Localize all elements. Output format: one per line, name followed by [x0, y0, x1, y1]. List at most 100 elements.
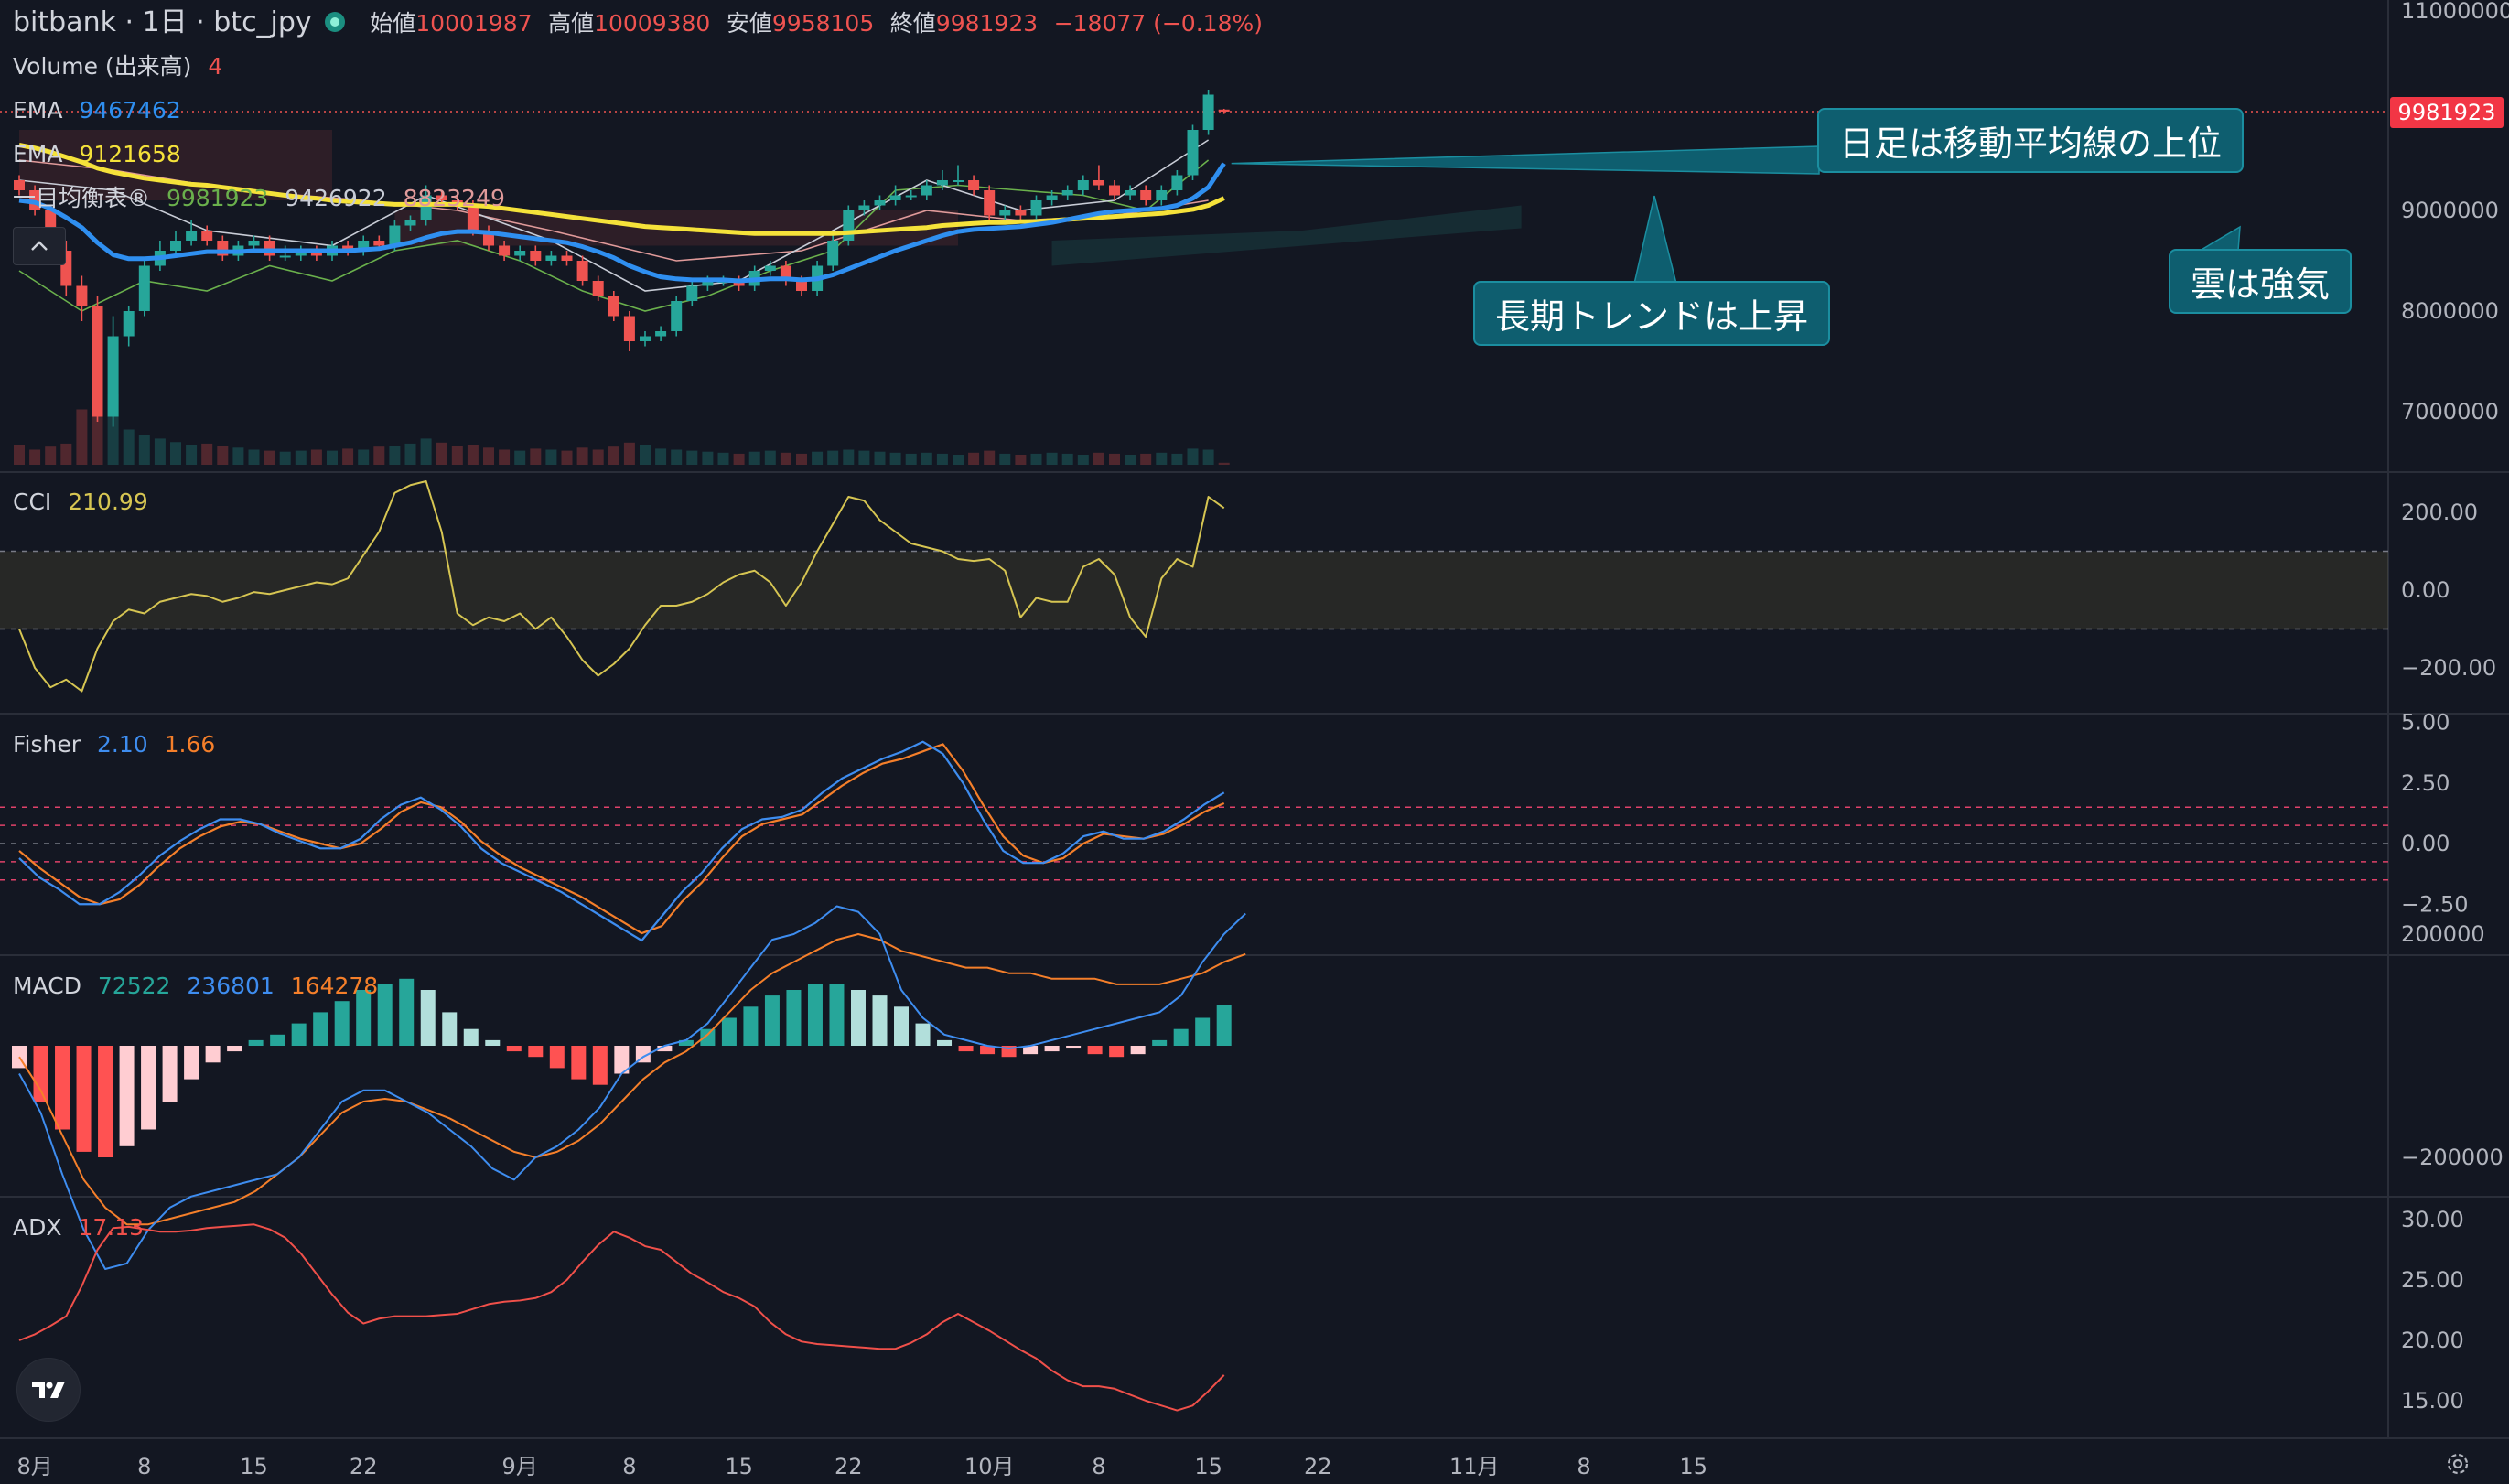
ichimoku-cloud [18, 130, 1522, 312]
callout-long-trend[interactable]: 長期トレンドは上昇 [1473, 281, 1831, 346]
volume-bar [467, 445, 479, 465]
macd-histogram-bar [1023, 1046, 1039, 1055]
legend-ema-fast[interactable]: EMA 9467462 [13, 97, 181, 124]
macd-histogram-bar [1152, 1039, 1168, 1046]
fisher-tick-label: 5.00 [2401, 710, 2450, 736]
macd-histogram-bar [485, 1039, 501, 1046]
volume-bar [640, 445, 651, 465]
candle-body [1015, 210, 1027, 216]
fisher-pane[interactable] [0, 740, 2388, 942]
volume-bar [576, 447, 588, 465]
fisher-legend[interactable]: Fisher 2.10 1.66 [13, 731, 215, 758]
macd-histogram-bar [764, 995, 780, 1046]
candle-body [1046, 195, 1058, 200]
macd-histogram-bar [205, 1046, 221, 1063]
high-label: 高値 [548, 10, 595, 37]
macd-histogram-bar [1087, 1046, 1103, 1055]
macd-histogram-bar [463, 1028, 479, 1046]
adx-legend[interactable]: ADX 17.13 [13, 1214, 144, 1242]
macd-legend[interactable]: MACD 72522 236801 164278 [13, 973, 378, 1000]
volume-bar [921, 452, 932, 465]
cci-legend[interactable]: CCI 210.99 [13, 489, 148, 516]
fisher-tick-label: 0.00 [2401, 831, 2450, 856]
cci-value: 210.99 [68, 489, 148, 515]
legend-ema-slow[interactable]: EMA 9121658 [13, 141, 181, 168]
cloud-bear-early [19, 130, 332, 200]
candle-body [608, 296, 619, 317]
macd-histogram-bar [592, 1046, 608, 1085]
cci-line [18, 480, 1225, 693]
symbol-title[interactable]: bitbank · 1日 · btc_jpy [13, 6, 312, 38]
candle-body [889, 195, 901, 200]
macd-histogram-bar [506, 1046, 522, 1052]
candle-body [953, 180, 964, 182]
volume-bar [483, 447, 494, 465]
volume-bar [561, 450, 573, 465]
callout-above-ma[interactable]: 日足は移動平均線の上位 [1817, 108, 2245, 173]
volume-bar [29, 449, 41, 465]
settings-button[interactable] [2439, 1446, 2476, 1482]
candle-body [248, 241, 260, 246]
fisher-label: Fisher [13, 731, 81, 758]
adx-value: 17.13 [78, 1214, 145, 1241]
macd-histogram-bar [141, 1046, 156, 1130]
candle-body [201, 231, 213, 241]
time-tick-label: 15 [725, 1454, 753, 1479]
cci-pane[interactable] [0, 480, 2388, 693]
volume-bar [1202, 449, 1214, 465]
macd-histogram-bar [872, 995, 888, 1046]
volume-bar [717, 452, 729, 465]
candle-body [702, 281, 714, 286]
callout-leader-ma [1231, 145, 1820, 175]
volume-bar [733, 453, 745, 465]
market-status-dot-icon [324, 11, 345, 32]
macd-histogram-bar [420, 990, 436, 1046]
volume-bar [138, 435, 150, 465]
low-value: 9958105 [771, 10, 875, 37]
adx-tick-label: 25.00 [2401, 1267, 2464, 1293]
macd-line-value: 236801 [187, 973, 275, 999]
legend-volume[interactable]: Volume (出来高) 4 [13, 53, 222, 81]
volume-bar [201, 443, 213, 465]
adx-tick-label: 20.00 [2401, 1328, 2464, 1353]
legend-ichimoku[interactable]: 一目均衡表® 9981923 9426922 8823249 [13, 185, 505, 212]
candle-body [545, 255, 557, 261]
volume-bars [14, 364, 1230, 465]
macd-signal-line [18, 933, 1246, 1226]
callout-cloud[interactable]: 雲は強気 [2169, 249, 2353, 314]
macd-histogram-bar [1109, 1046, 1125, 1058]
volume-bar [936, 453, 948, 465]
volume-bar [623, 442, 635, 465]
macd-line [18, 905, 1246, 1270]
candle-body [420, 195, 432, 220]
ichimoku-value-2: 9426922 [285, 185, 387, 211]
macd-histogram-bar [1044, 1046, 1060, 1052]
macd-histogram-bar [915, 1023, 931, 1046]
macd-pane[interactable] [12, 905, 1246, 1270]
macd-histogram-bar [528, 1046, 544, 1058]
candle-body [1140, 190, 1152, 200]
volume-bar [217, 446, 229, 465]
candle-body [1171, 175, 1183, 190]
adx-pane[interactable] [18, 1223, 1225, 1412]
macd-histogram-bar [227, 1046, 242, 1052]
volume-bar [358, 449, 370, 465]
volume-bar [1187, 448, 1199, 465]
tradingview-logo-icon[interactable] [16, 1358, 81, 1422]
volume-bar [984, 450, 996, 465]
macd-histogram-bar [162, 1046, 178, 1102]
candle-body [1218, 109, 1230, 112]
volume-bar [1061, 453, 1073, 465]
volume-bar [1156, 452, 1168, 465]
collapse-legend-button[interactable] [13, 227, 66, 265]
candle-body [186, 231, 198, 241]
macd-histogram-bar [356, 990, 372, 1046]
volume-label: Volume (出来高) [13, 53, 192, 80]
time-tick-label: 8 [137, 1454, 151, 1479]
volume-bar [812, 451, 824, 465]
candle-body [764, 265, 776, 271]
candle-body [404, 220, 416, 226]
time-tick-label: 11月 [1449, 1454, 1500, 1479]
volume-bar [420, 438, 432, 465]
